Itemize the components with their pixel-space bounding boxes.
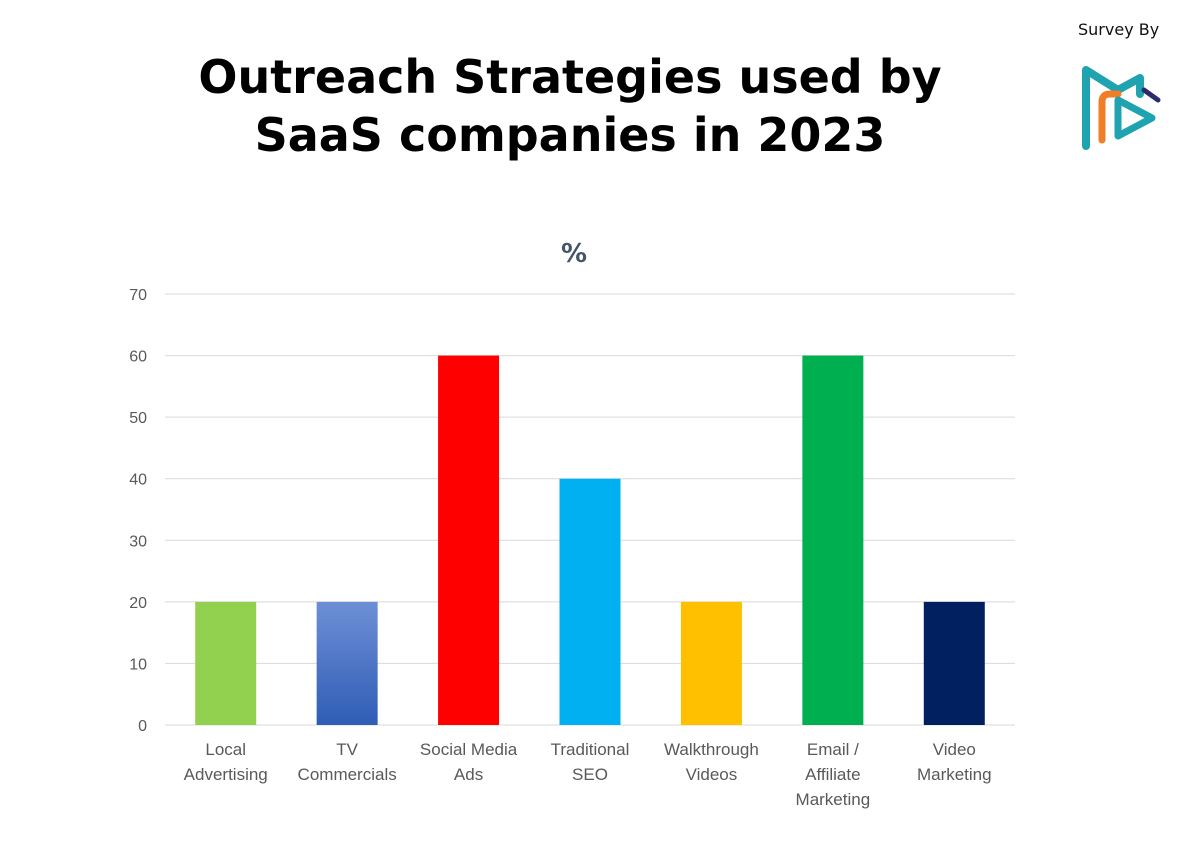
play-logo-icon: [1082, 66, 1161, 150]
chart-subtitle: %: [561, 239, 587, 269]
chart-main-title: Outreach Strategies used by SaaS compani…: [198, 50, 942, 162]
x-category-label: Video Marketing: [917, 740, 992, 784]
x-category-label: TV Commercials: [298, 740, 397, 784]
x-category-label-line: Email /: [807, 740, 859, 759]
x-category-label-line: TV: [336, 740, 358, 759]
x-category-label-line: Walkthrough: [664, 740, 759, 759]
x-category-label-line: SEO: [572, 765, 608, 784]
y-tick-label: 70: [129, 287, 147, 304]
bar-social-media-ads: [438, 355, 500, 725]
x-category-label: Traditional SEO: [551, 740, 630, 784]
x-category-label-line: Social Media: [420, 740, 518, 759]
bar-walkthrough-videos: [680, 601, 742, 725]
x-category-label-line: Marketing: [796, 790, 871, 809]
x-category-label: Local Advertising: [184, 740, 268, 784]
x-category-label-line: Marketing: [917, 765, 992, 784]
x-category-label-line: Advertising: [184, 765, 268, 784]
y-tick-label: 50: [129, 410, 147, 427]
bar-email-affiliate-marketing: [802, 355, 864, 725]
y-tick-label: 40: [129, 472, 147, 489]
x-category-label-line: Ads: [454, 765, 483, 784]
y-axis-ticks: 0 10 20 30 40 50 60 70: [129, 287, 147, 735]
y-tick-label: 60: [129, 349, 147, 366]
x-axis-labels: Local Advertising TV Commercials Social Medi…: [184, 740, 992, 809]
x-category-label: Walkthrough Videos: [664, 740, 759, 784]
bar-traditional-seo: [559, 478, 621, 725]
x-category-label: Email / Affiliate Marketing: [796, 740, 871, 809]
y-tick-label: 30: [129, 533, 147, 550]
y-tick-label: 20: [129, 595, 147, 612]
bar-video-marketing: [923, 601, 985, 725]
bar-local-advertising: [195, 601, 257, 725]
y-tick-label: 0: [138, 718, 147, 735]
x-category-label-line: Videos: [686, 765, 738, 784]
x-category-label-line: Traditional: [551, 740, 630, 759]
x-category-label-line: Local: [205, 740, 246, 759]
survey-by-label: Survey By: [1078, 20, 1160, 39]
x-category-label-line: Video: [933, 740, 976, 759]
x-category-label-line: Affiliate: [805, 765, 860, 784]
x-category-label-line: Commercials: [298, 765, 397, 784]
x-category-label: Social Media Ads: [420, 740, 518, 784]
y-tick-label: 10: [129, 656, 147, 673]
bar-tv-commercials: [316, 601, 378, 725]
chart-bars: [195, 355, 985, 725]
